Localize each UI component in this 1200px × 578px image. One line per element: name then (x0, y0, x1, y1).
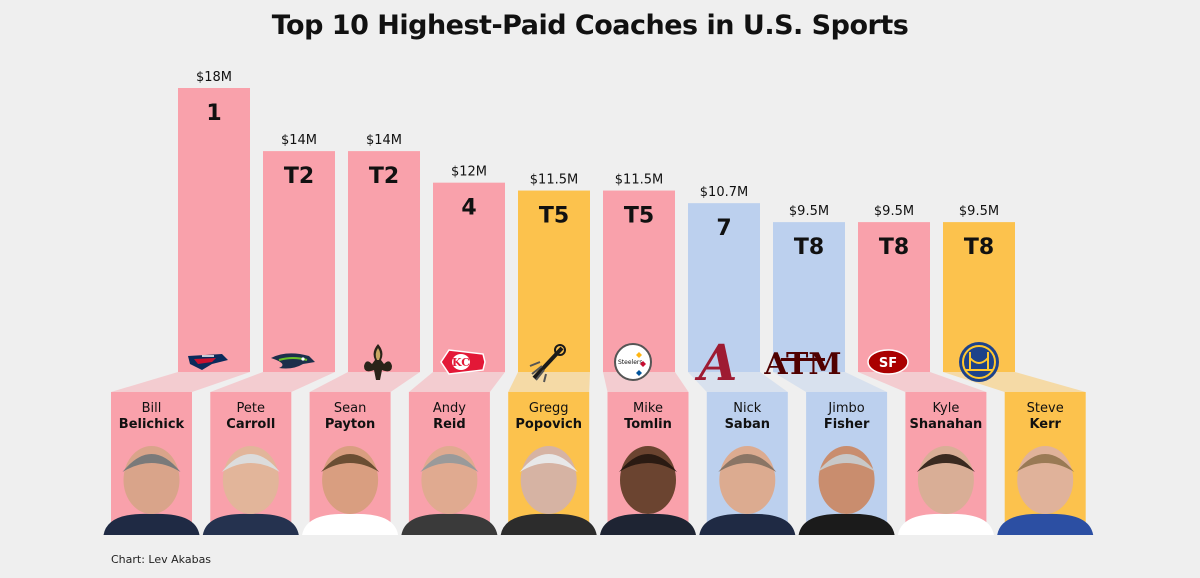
49ers-logo-icon: SF (867, 349, 909, 375)
alabama-logo-icon: A (695, 333, 738, 392)
svg-text:KC: KC (452, 356, 470, 369)
coach-last-name: Payton (325, 417, 375, 432)
coach-photo (401, 446, 498, 535)
bar-connector (688, 372, 788, 392)
patriots-logo-icon (188, 354, 228, 370)
coach-photo (302, 446, 399, 535)
coach-first-name: Steve (1027, 401, 1064, 416)
coach-last-name: Kerr (1029, 417, 1061, 432)
chiefs-logo-icon: KC (440, 349, 486, 375)
bar-connector (309, 372, 420, 392)
bar-connector (858, 372, 987, 392)
rank-label: 1 (206, 101, 221, 126)
coach-first-name: Pete (237, 401, 265, 416)
spurs-logo-icon (529, 344, 566, 383)
bar-connector (111, 372, 250, 392)
bar (433, 182, 505, 372)
coach-first-name: Bill (142, 401, 162, 416)
value-label: $9.5M (959, 204, 999, 219)
rank-label: 4 (461, 196, 476, 221)
value-label: $11.5M (615, 173, 663, 188)
coach-photo (202, 446, 299, 535)
coach-photo (103, 446, 200, 535)
coach-last-name: Carroll (226, 417, 275, 432)
rank-label: T5 (539, 204, 569, 229)
coach-photo (897, 446, 994, 535)
coach-photo (798, 446, 895, 535)
coach-last-name: Shanahan (910, 417, 983, 432)
coach-last-name: Fisher (824, 417, 870, 432)
bar (603, 190, 675, 372)
value-label: $14M (281, 133, 317, 148)
svg-text:A: A (695, 333, 738, 392)
bar-connector (508, 372, 590, 392)
coach-first-name: Jimbo (827, 401, 864, 416)
coach-first-name: Andy (433, 401, 466, 416)
coach-last-name: Reid (433, 417, 466, 432)
coach-first-name: Kyle (932, 401, 959, 416)
coach-last-name: Popovich (515, 417, 582, 432)
value-label: $10.7M (700, 185, 748, 200)
warriors-logo-icon (959, 342, 999, 382)
chart-credit: Chart: Lev Akabas (111, 553, 212, 566)
coach-photo (600, 446, 696, 535)
value-label: $11.5M (530, 173, 578, 188)
coach-photo (699, 446, 796, 535)
saints-logo-icon (364, 344, 392, 380)
rank-label: T2 (284, 164, 314, 189)
svg-text:SF: SF (879, 356, 897, 371)
coach-first-name: Mike (633, 401, 663, 416)
coach-first-name: Nick (733, 401, 761, 416)
bar (348, 151, 420, 372)
seahawks-logo-icon (271, 353, 315, 369)
coach-first-name: Sean (334, 401, 366, 416)
rank-label: T5 (624, 204, 654, 229)
value-label: $12M (451, 165, 487, 180)
steelers-logo-icon: Steelers (614, 343, 652, 381)
coach-photo (500, 446, 597, 535)
value-label: $9.5M (874, 204, 914, 219)
bar-connector (210, 372, 335, 392)
coach-last-name: Tomlin (624, 417, 672, 432)
bar-connector (408, 372, 505, 392)
bar (688, 203, 760, 372)
coach-photo (997, 446, 1094, 535)
chart-title: Top 10 Highest-Paid Coaches in U.S. Spor… (271, 10, 909, 41)
rank-label: T8 (794, 235, 824, 260)
bar-connector (773, 372, 888, 392)
rank-label: T2 (369, 164, 399, 189)
value-label: $9.5M (789, 204, 829, 219)
svg-text:ATM: ATM (763, 347, 841, 382)
bar (263, 151, 335, 372)
coach-last-name: Belichick (119, 417, 185, 432)
svg-text:Steelers: Steelers (618, 359, 643, 366)
texas-am-logo-icon: ATM (763, 347, 841, 382)
coach-last-name: Saban (725, 417, 770, 432)
rank-label: 7 (716, 216, 731, 241)
bar (178, 88, 250, 372)
value-label: $14M (366, 133, 402, 148)
bar (858, 222, 930, 372)
rank-label: T8 (879, 235, 909, 260)
coach-first-name: Gregg (529, 401, 569, 416)
rank-label: T8 (964, 235, 994, 260)
value-label: $18M (196, 70, 232, 85)
bar (773, 222, 845, 372)
bar (518, 190, 590, 372)
